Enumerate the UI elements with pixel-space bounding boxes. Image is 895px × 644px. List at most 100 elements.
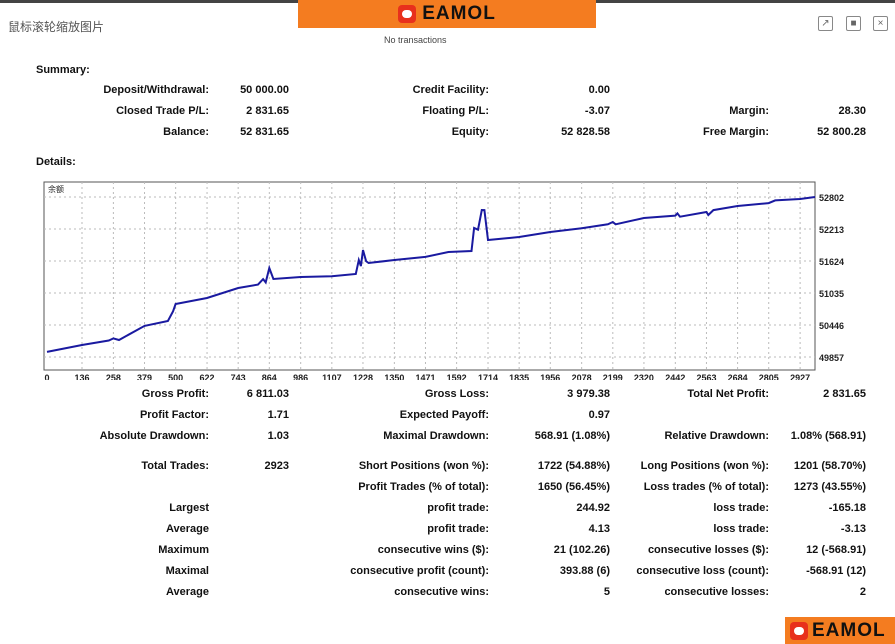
stat-label: Short Positions (won %):: [358, 460, 489, 472]
brand-watermark: EAMOL: [785, 617, 895, 644]
stat-label: Average: [165, 523, 209, 535]
x-tick-label: 1835: [509, 373, 529, 380]
stat-label: Deposit/Withdrawal:: [103, 84, 209, 96]
stat-label: Loss trades (% of total):: [643, 481, 769, 493]
stat-label: Balance:: [163, 126, 209, 138]
stat-value: 6 811.03: [246, 388, 289, 400]
brand-banner: EAMOL: [298, 0, 596, 28]
stat-value: 5: [603, 586, 610, 598]
details-heading: Details:: [36, 156, 76, 168]
x-tick-label: 1956: [540, 373, 560, 380]
stat-value: 1.08% (568.91): [790, 430, 866, 442]
x-tick-label: 1228: [353, 373, 373, 380]
stat-label: Maximal: [165, 565, 209, 577]
y-tick-label: 51035: [819, 289, 844, 299]
stat-value: 12 (-568.91): [806, 544, 866, 556]
stat-value: -3.07: [584, 105, 610, 117]
stat-value: 2: [859, 586, 866, 598]
x-tick-label: 1107: [322, 373, 342, 380]
stat-label: profit trade:: [427, 502, 489, 514]
stat-value: 244.92: [576, 502, 610, 514]
x-tick-label: 1471: [415, 373, 435, 380]
stat-label: Gross Loss:: [424, 388, 489, 400]
stat-value: 1.03: [267, 430, 289, 442]
stat-value: -3.13: [840, 523, 866, 535]
x-tick-label: 2078: [572, 373, 592, 380]
stat-label: consecutive losses ($):: [647, 544, 769, 556]
x-tick-label: 2320: [634, 373, 654, 380]
x-tick-label: 2805: [759, 373, 779, 380]
stat-value: 1201 (58.70%): [793, 460, 866, 472]
x-tick-label: 136: [74, 373, 89, 380]
y-tick-label: 49857: [819, 353, 844, 363]
balance-line: [46, 196, 816, 353]
stat-value: 4.13: [588, 523, 610, 535]
x-tick-label: 2563: [696, 373, 716, 380]
x-tick-label: 2927: [790, 373, 810, 380]
x-tick-label: 2442: [665, 373, 685, 380]
balance-chart: 49857 50446 51035 51624 52213 52802 0 136 258 379…: [43, 181, 844, 380]
stat-label: Total Trades:: [141, 460, 209, 472]
stat-label: consecutive wins ($):: [377, 544, 489, 556]
stat-label: Free Margin:: [702, 126, 769, 138]
y-tick-label: 52213: [819, 225, 844, 235]
brand-logo: EAMOL: [422, 3, 496, 24]
x-tick-label: 1714: [478, 373, 498, 380]
stat-label: Absolute Drawdown:: [99, 430, 209, 442]
robot-logo-icon: [398, 5, 417, 23]
popout-icon[interactable]: ↗: [818, 16, 833, 31]
x-tick-label: 258: [106, 373, 121, 380]
stat-value: 1650 (56.45%): [537, 481, 610, 493]
stat-label: consecutive loss (count):: [636, 565, 769, 577]
stat-value: 393.88 (6): [559, 565, 610, 577]
stat-value: 28.30: [838, 105, 866, 117]
x-tick-label: 0: [44, 373, 49, 380]
x-tick-label: 622: [200, 373, 215, 380]
stat-label: Closed Trade P/L:: [116, 105, 209, 117]
stat-label: profit trade:: [427, 523, 489, 535]
x-tick-label: 1592: [447, 373, 467, 380]
stat-value: 52 800.28: [817, 126, 866, 138]
window-title: 鼠标滚轮缩放图片: [8, 20, 105, 34]
stat-label: loss trade:: [713, 502, 769, 514]
stat-value: 2923: [264, 460, 289, 472]
stat-label: Equity:: [451, 126, 489, 138]
maximize-icon[interactable]: ■: [846, 16, 861, 31]
brand-logo: EAMOL: [812, 619, 886, 641]
stat-label: Profit Trades (% of total):: [358, 481, 489, 493]
stat-label: Maximal Drawdown:: [383, 430, 489, 442]
stat-label: Relative Drawdown:: [664, 430, 769, 442]
stat-value: 2 831.65: [246, 105, 289, 117]
stat-label: consecutive losses:: [664, 586, 769, 598]
stat-value: 0.00: [588, 84, 610, 96]
stat-label: Credit Facility:: [412, 84, 489, 96]
close-icon[interactable]: ×: [873, 16, 888, 31]
x-tick-label: 2684: [728, 373, 748, 380]
stat-value: 52 828.58: [561, 126, 610, 138]
y-tick-label: 51624: [819, 257, 844, 267]
robot-logo-icon: [790, 621, 808, 640]
stat-value: 0.97: [588, 409, 610, 421]
chart-title: 余额: [48, 184, 64, 194]
stat-label: Profit Factor:: [139, 409, 209, 421]
subtitle: No transactions: [384, 35, 447, 43]
stat-label: consecutive wins:: [394, 586, 489, 598]
summary-heading: Summary:: [36, 64, 90, 76]
x-tick-label: 864: [262, 373, 277, 380]
y-tick-label: 50446: [819, 321, 844, 331]
y-tick-label: 52802: [819, 193, 844, 203]
stat-label: consecutive profit (count):: [350, 565, 489, 577]
stat-label: Gross Profit:: [141, 388, 209, 400]
stat-label: Total Net Profit:: [687, 388, 769, 400]
x-tick-label: 743: [231, 373, 246, 380]
stat-value: -568.91 (12): [806, 565, 866, 577]
stat-label: Floating P/L:: [422, 105, 489, 117]
stat-label: Expected Payoff:: [399, 409, 489, 421]
x-tick-label: 986: [293, 373, 308, 380]
plot-area: [43, 181, 816, 371]
stat-value: 3 979.38: [567, 388, 610, 400]
stat-label: Margin:: [729, 105, 769, 117]
x-tick-label: 379: [137, 373, 152, 380]
stat-value: -165.18: [828, 502, 866, 514]
stat-label: Long Positions (won %):: [640, 460, 769, 472]
